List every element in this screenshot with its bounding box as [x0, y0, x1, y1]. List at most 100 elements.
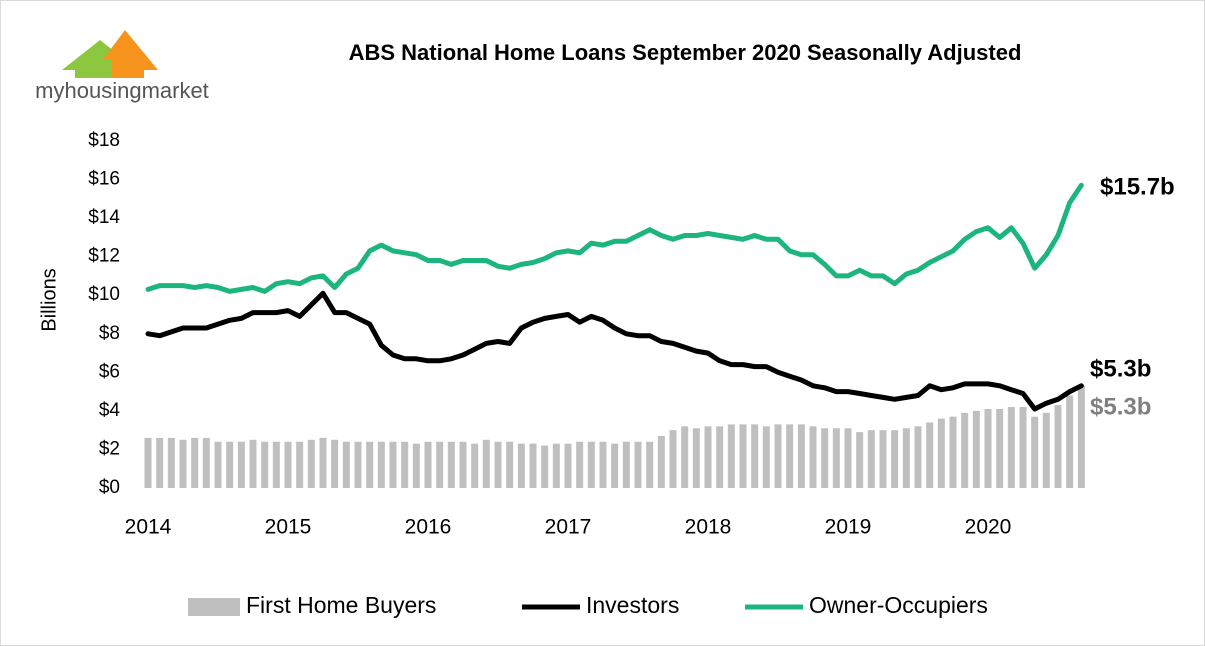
chart-title: ABS National Home Loans September 2020 S…	[349, 40, 1022, 65]
end-label: $15.7b	[1100, 173, 1175, 200]
y-tick-label: $6	[99, 361, 120, 382]
bar	[366, 441, 374, 488]
bar	[879, 430, 887, 488]
bar	[541, 445, 549, 488]
bar	[1054, 405, 1062, 488]
bar	[891, 430, 899, 488]
bar	[296, 441, 304, 488]
y-tick-label: $10	[88, 284, 120, 305]
bar	[237, 441, 245, 488]
bar	[506, 441, 514, 488]
x-tick-label: 2020	[965, 516, 1012, 539]
bar	[774, 424, 782, 488]
logo-house	[112, 56, 144, 78]
bar	[494, 441, 502, 488]
bar	[1007, 407, 1015, 488]
legend-label: First Home Buyers	[246, 592, 436, 618]
bar	[331, 439, 339, 488]
end-label: $5.3b	[1090, 393, 1151, 420]
bar	[646, 441, 654, 488]
bar	[634, 441, 642, 488]
bar	[727, 424, 735, 488]
bar	[902, 428, 910, 488]
bar	[564, 443, 572, 488]
bar	[144, 437, 152, 488]
bar	[809, 426, 817, 488]
bar	[1019, 407, 1027, 488]
bar	[867, 430, 875, 488]
bar	[984, 408, 992, 488]
bar	[576, 441, 584, 488]
y-tick-label: $0	[99, 477, 120, 498]
bar	[797, 424, 805, 488]
bar	[681, 426, 689, 488]
y-tick-label: $16	[88, 169, 120, 190]
bar	[342, 441, 350, 488]
y-tick-label: $12	[88, 246, 120, 267]
line	[145, 290, 1084, 412]
bar	[471, 443, 479, 488]
bar	[261, 441, 269, 488]
bar	[226, 441, 234, 488]
bar	[424, 441, 432, 488]
bar	[156, 437, 164, 488]
bar	[937, 418, 945, 488]
bar	[167, 437, 175, 488]
bar	[459, 441, 467, 488]
y-tick-label: $8	[99, 323, 120, 344]
bar	[844, 428, 852, 488]
bar	[552, 443, 560, 488]
x-tick-label: 2018	[685, 516, 732, 539]
bar	[319, 437, 327, 488]
x-tick-label: 2014	[125, 516, 172, 539]
bar	[704, 426, 712, 488]
line	[145, 182, 1084, 294]
x-tick-label: 2017	[545, 516, 592, 539]
bar	[307, 439, 315, 488]
bar	[657, 435, 665, 488]
y-axis-label: Billions	[38, 268, 60, 331]
bar	[599, 441, 607, 488]
x-tick-label: 2019	[825, 516, 872, 539]
bar	[249, 439, 257, 488]
bar	[996, 408, 1004, 488]
bar	[949, 416, 957, 488]
bar	[354, 441, 362, 488]
bar	[751, 424, 759, 488]
bar	[412, 443, 420, 488]
bar	[961, 412, 969, 488]
bar	[401, 441, 409, 488]
bar	[284, 441, 292, 488]
bar	[821, 428, 829, 488]
bar	[611, 443, 619, 488]
logo-text: myhousingmarket	[35, 78, 209, 103]
bar	[1066, 395, 1074, 488]
legend-label: Investors	[586, 592, 679, 618]
bar	[622, 441, 630, 488]
bar	[447, 441, 455, 488]
bar	[377, 441, 385, 488]
y-tick-label: $2	[99, 438, 120, 459]
bar	[692, 428, 700, 488]
bar	[272, 441, 280, 488]
bar	[856, 432, 864, 488]
bar	[739, 424, 747, 488]
bar	[914, 426, 922, 488]
bar	[832, 428, 840, 488]
x-tick-label: 2015	[265, 516, 312, 539]
x-tick-label: 2016	[405, 516, 452, 539]
bar	[214, 441, 222, 488]
bar	[1031, 416, 1039, 488]
bar	[1077, 385, 1085, 488]
legend-label: Owner-Occupiers	[809, 592, 988, 618]
bar	[517, 443, 525, 488]
bar	[716, 426, 724, 488]
bar	[202, 437, 210, 488]
logo: myhousingmarket	[35, 30, 209, 103]
y-tick-label: $4	[99, 400, 121, 421]
bar	[389, 441, 397, 488]
bar	[972, 410, 980, 488]
